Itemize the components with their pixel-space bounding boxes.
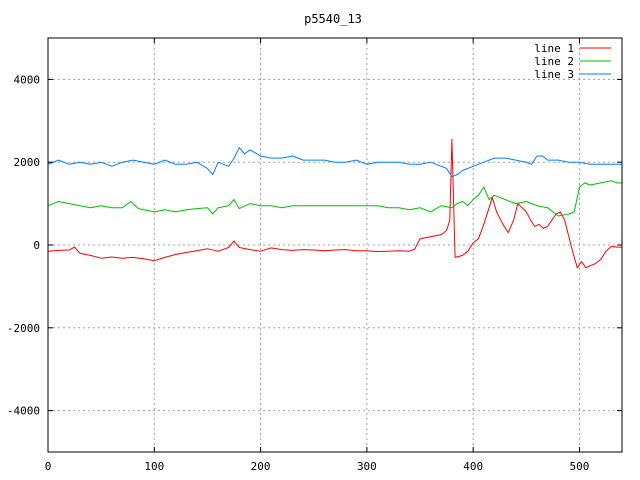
series-line-2 [47,180,622,217]
y-tick-label: -4000 [7,405,40,418]
x-tick-label: 200 [251,460,271,473]
x-tick-label: 100 [144,460,164,473]
y-tick-label: 0 [33,239,40,252]
y-tick-label: 4000 [14,73,41,86]
series-group [47,138,622,269]
x-tick-label: 500 [570,460,590,473]
x-tick-label: 300 [357,460,377,473]
x-tick-label: 400 [463,460,483,473]
y-tick-label: -2000 [7,322,40,335]
series-line-3 [47,147,622,178]
axis-ticks: 0 100 200 300 400 500 -4000 -2000 0 2000 4000 [7,38,622,473]
legend-label: line 2 [534,55,574,68]
y-tick-label: 2000 [14,156,41,169]
legend-label: line 1 [534,42,574,55]
x-tick-label: 0 [45,460,52,473]
chart-title: p5540_13 [304,12,362,26]
legend-label: line 3 [534,68,574,81]
series-line-1 [47,138,622,269]
